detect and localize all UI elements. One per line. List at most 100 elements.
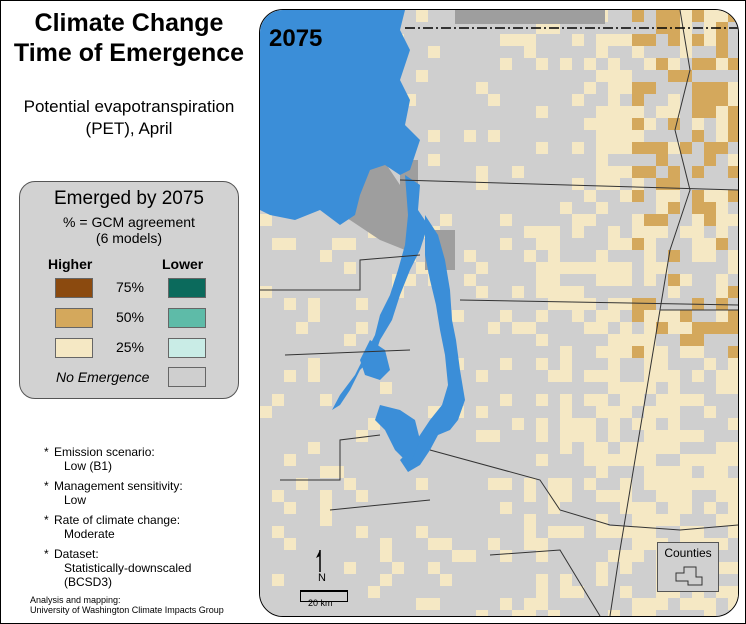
emergence-cell xyxy=(728,322,738,334)
emergence-cell xyxy=(500,58,512,70)
emergence-cell xyxy=(692,214,704,226)
emergence-cell xyxy=(608,166,620,178)
emergence-cell xyxy=(656,322,668,334)
emergence-cell xyxy=(320,466,332,478)
emergence-cell xyxy=(656,430,668,442)
emergence-cell xyxy=(272,526,284,538)
emergence-cell xyxy=(644,58,656,70)
emergence-cell xyxy=(620,130,632,142)
emergence-cell xyxy=(620,334,632,346)
emergence-cell xyxy=(632,382,644,394)
emergence-cell xyxy=(728,502,738,514)
emergence-cell xyxy=(332,238,344,250)
emergence-cell xyxy=(692,82,704,94)
emergence-cell xyxy=(656,358,668,370)
emergence-cell xyxy=(680,274,692,286)
emergence-cell xyxy=(584,118,596,130)
emergence-cell xyxy=(704,598,716,610)
emergence-cell xyxy=(692,598,704,610)
emergence-cell xyxy=(716,94,728,106)
emergence-cell xyxy=(560,358,572,370)
emergence-cell xyxy=(668,202,680,214)
emergence-cell xyxy=(356,490,368,502)
emergence-cell xyxy=(716,22,728,34)
emergence-cell xyxy=(536,238,548,250)
legend-no-emergence-label: No Emergence xyxy=(56,369,150,385)
emergence-cell xyxy=(716,538,728,550)
emergence-cell xyxy=(620,478,632,490)
emergence-cell xyxy=(704,10,716,22)
note-dataset-value: Statistically-downscaled xyxy=(64,561,192,575)
north-arrow-icon xyxy=(316,550,321,572)
emergence-cell xyxy=(656,214,668,226)
emergence-cell xyxy=(668,418,680,430)
emergence-cell xyxy=(536,226,548,238)
emergence-cell xyxy=(668,478,680,490)
emergence-cell xyxy=(488,538,500,550)
emergence-cell xyxy=(644,322,656,334)
legend-swatch-higher-50 xyxy=(55,308,93,328)
emergence-cell xyxy=(440,214,452,226)
emergence-cell xyxy=(644,598,656,610)
emergence-cell xyxy=(548,262,560,274)
emergence-cell xyxy=(536,454,548,466)
emergence-cell xyxy=(596,166,608,178)
emergence-cell xyxy=(500,358,512,370)
emergence-cell xyxy=(272,574,284,586)
legend-swatch-lower-50 xyxy=(168,308,206,328)
emergence-cell xyxy=(692,94,704,106)
emergence-cell xyxy=(680,502,692,514)
emergence-cell xyxy=(296,322,308,334)
emergence-cell xyxy=(560,406,572,418)
emergence-cell xyxy=(632,394,644,406)
emergence-cell xyxy=(656,262,668,274)
emergence-cell xyxy=(704,214,716,226)
emergence-cell xyxy=(704,454,716,466)
emergence-cell xyxy=(632,142,644,154)
emergence-cell xyxy=(584,262,596,274)
emergence-cell xyxy=(428,538,440,550)
emergence-cell xyxy=(380,550,392,562)
counties-inset: Counties xyxy=(657,542,719,592)
emergence-cell xyxy=(728,214,738,226)
emergence-cell xyxy=(524,322,536,334)
emergence-cell xyxy=(524,34,536,46)
emergence-cell xyxy=(632,34,644,46)
emergence-cell xyxy=(632,598,644,610)
emergence-cell xyxy=(560,586,572,598)
emergence-cell xyxy=(644,466,656,478)
emergence-cell xyxy=(548,226,560,238)
emergence-cell xyxy=(536,274,548,286)
emergence-cell xyxy=(548,478,560,490)
note-management-label: Management sensitivity: xyxy=(54,479,183,493)
emergence-cell xyxy=(596,250,608,262)
emergence-cell xyxy=(644,514,656,526)
emergence-cell xyxy=(620,106,632,118)
emergence-cell xyxy=(680,466,692,478)
emergence-cell xyxy=(488,430,500,442)
emergence-cell xyxy=(560,298,572,310)
emergence-cell xyxy=(632,94,644,106)
emergence-cell xyxy=(644,442,656,454)
north-label: N xyxy=(318,572,326,584)
emergence-cell xyxy=(512,34,524,46)
emergence-cell xyxy=(464,130,476,142)
emergence-cell xyxy=(692,10,704,22)
emergence-cell xyxy=(536,142,548,154)
emergence-cell xyxy=(692,190,704,202)
emergence-cell xyxy=(668,442,680,454)
emergence-cell xyxy=(344,478,356,490)
emergence-cell xyxy=(548,286,560,298)
emergence-cell xyxy=(620,262,632,274)
subtitle-line-1: Potential evapotranspiration xyxy=(23,97,235,116)
emergence-cell xyxy=(584,58,596,70)
emergence-cell xyxy=(500,310,512,322)
emergence-cell xyxy=(728,190,738,202)
emergence-cell xyxy=(548,274,560,286)
emergence-cell xyxy=(704,154,716,166)
emergence-cell xyxy=(620,34,632,46)
emergence-cell xyxy=(728,310,738,322)
emergence-cell xyxy=(728,478,738,490)
emergence-cell xyxy=(692,130,704,142)
emergence-cell xyxy=(668,22,680,34)
